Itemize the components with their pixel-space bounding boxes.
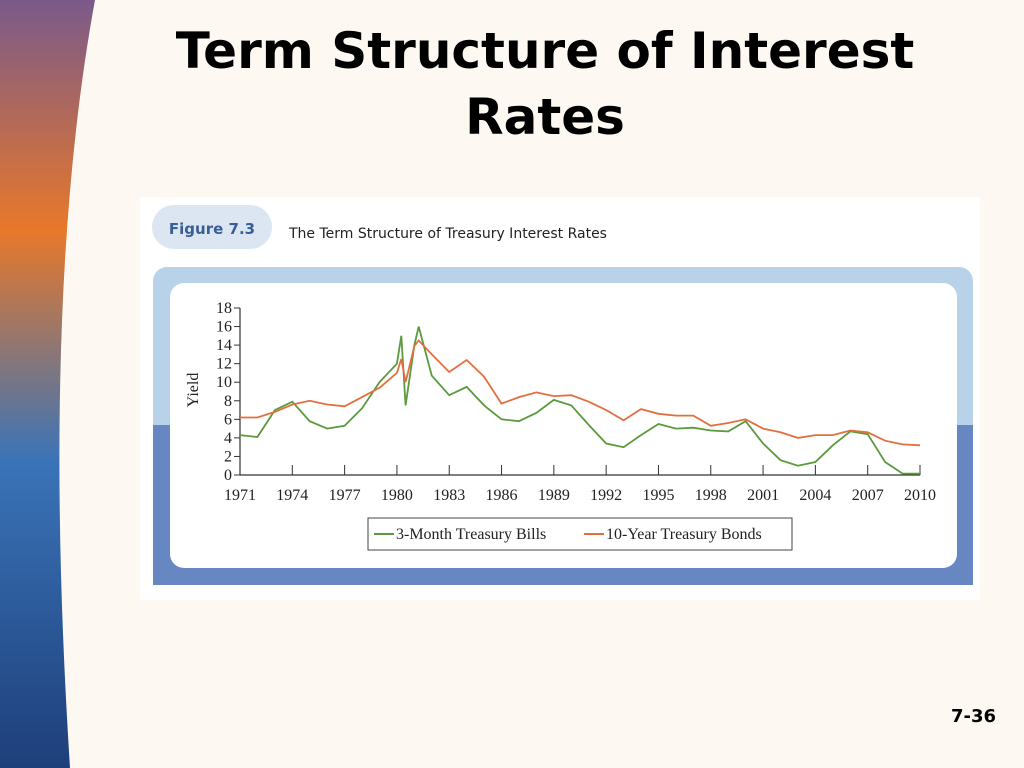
y-axis-label: Yield [185, 373, 202, 408]
x-tick-label: 2004 [799, 487, 831, 504]
x-tick-label: 1980 [381, 487, 413, 504]
y-tick-label: 10 [216, 374, 232, 391]
x-tick-label: 1989 [538, 487, 570, 504]
x-tick-label: 1998 [695, 487, 727, 504]
x-tick-label: 1992 [590, 487, 622, 504]
x-tick-label: 1974 [276, 487, 308, 504]
legend [367, 517, 793, 551]
x-tick-label: 1986 [486, 487, 518, 504]
figure-badge [152, 205, 272, 249]
y-tick-label: 4 [224, 430, 232, 447]
series-line [239, 326, 921, 475]
y-tick-label: 2 [224, 448, 232, 465]
legend-label: 3-Month Treasury Bills [396, 526, 546, 543]
x-tick-label: 1983 [433, 487, 465, 504]
x-tick-label: 1995 [642, 487, 674, 504]
y-tick-label: 6 [224, 411, 232, 428]
x-tick-label: 1977 [329, 487, 361, 504]
figure-title: The Term Structure of Treasury Interest … [288, 226, 607, 242]
y-tick-label: 18 [216, 300, 232, 317]
figure-label: Figure 7.3 [169, 220, 255, 238]
slide-title: Term Structure of Interest Rates [175, 22, 915, 146]
y-tick-label: 14 [216, 337, 232, 354]
plot-box [170, 283, 957, 568]
x-tick-label: 2007 [852, 487, 884, 504]
decoration [0, 0, 95, 768]
y-tick-label: 8 [224, 393, 232, 410]
x-tick-label: 1971 [224, 487, 256, 504]
x-tick-label: 2001 [747, 487, 779, 504]
page-number: 7-36 [950, 706, 996, 727]
y-tick-label: 0 [224, 467, 232, 484]
legend-label: 10-Year Treasury Bonds [606, 526, 762, 543]
x-tick-label: 2010 [904, 487, 936, 504]
y-tick-label: 12 [216, 356, 232, 373]
series-line [240, 339, 921, 447]
y-tick-label: 16 [216, 319, 232, 336]
